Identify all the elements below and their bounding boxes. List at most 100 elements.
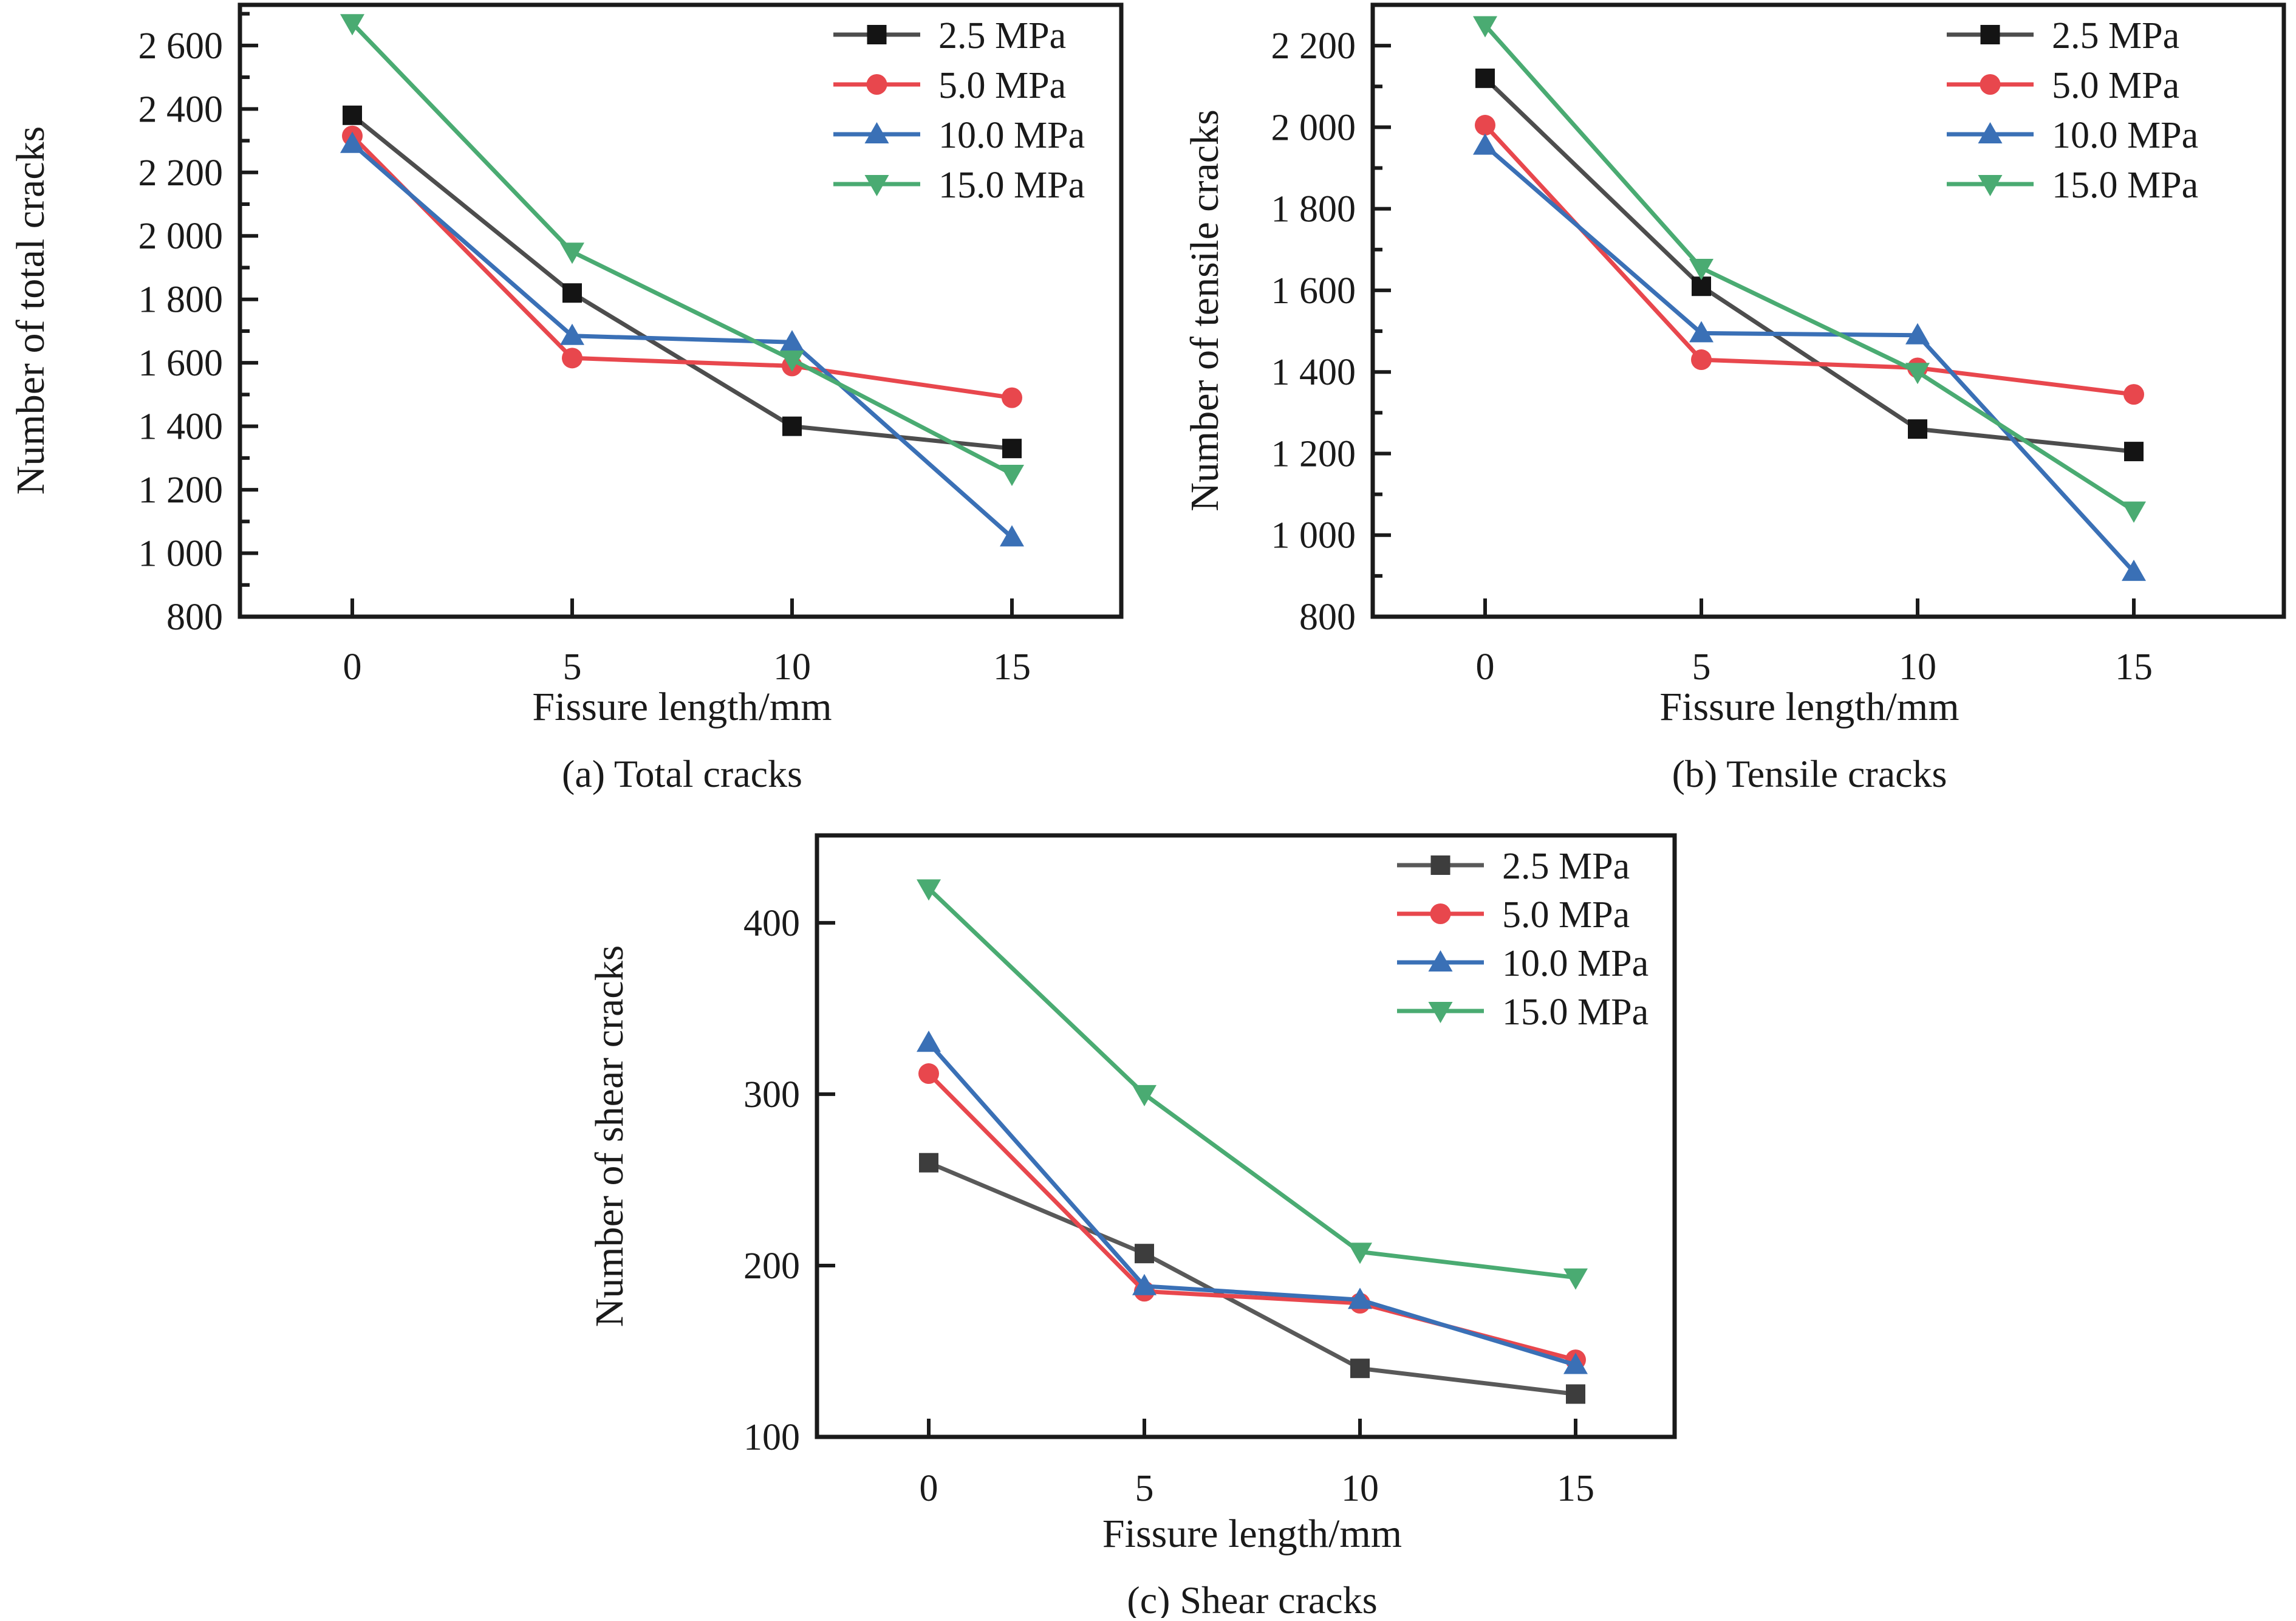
y-tick-label: 100 bbox=[743, 1417, 800, 1458]
data-point-marker bbox=[1563, 1352, 1588, 1374]
series-line bbox=[1483, 123, 2134, 397]
legend-marker bbox=[1978, 122, 2003, 143]
legend-marker bbox=[1430, 903, 1451, 924]
data-point-marker bbox=[1475, 115, 1495, 136]
legend: 2.5 MPa 5.0 MPa 10.0 MPa 15.0 MPa bbox=[1397, 846, 1649, 1033]
y-tick-label: 800 bbox=[166, 597, 223, 638]
plot-frame bbox=[237, 2, 1124, 619]
series-15.0mpa bbox=[917, 879, 1588, 1290]
legend-marker bbox=[1980, 74, 2001, 95]
data-point-marker bbox=[917, 1030, 941, 1052]
data-point-marker bbox=[1473, 133, 1497, 155]
y-tick-label: 2 000 bbox=[138, 216, 224, 257]
y-tick-label: 200 bbox=[743, 1246, 800, 1287]
y-axis: 100 200 300 400 bbox=[743, 903, 835, 1458]
series-line bbox=[1483, 143, 2136, 574]
x-tick-label: 5 bbox=[1692, 646, 1711, 688]
legend-marker bbox=[1430, 855, 1450, 875]
data-point-marker bbox=[1475, 68, 1495, 88]
legend-label: 2.5 MPa bbox=[2052, 15, 2179, 57]
legend-marker bbox=[864, 122, 889, 143]
legend-marker bbox=[1978, 175, 2003, 196]
data-point-marker bbox=[1691, 349, 1712, 371]
series-line bbox=[927, 1072, 1576, 1362]
y-axis-title: Number of total cracks bbox=[9, 126, 53, 495]
y-tick-label: 800 bbox=[1299, 597, 1356, 638]
series-5.0mpa bbox=[1475, 115, 2144, 405]
data-point-marker bbox=[780, 350, 804, 372]
x-tick-label: 10 bbox=[773, 646, 811, 688]
series-15.0mpa bbox=[340, 14, 1024, 486]
y-axis: 800 1 000 1 200 1 400 1 600 1 800 2 000 2 200 2 … bbox=[138, 12, 258, 638]
chart-total: 800 1 000 1 200 1 400 1 600 1 800 2 000 2 200 2 … bbox=[9, 2, 1124, 795]
y-tick-label: 400 bbox=[743, 903, 800, 944]
x-axis: 0 5 10 15 bbox=[920, 1419, 1594, 1509]
chart-shear: 100 200 300 400 0 5 10 15 2.5 MPa 5.0 MPa 10.0 MPa… bbox=[587, 833, 1677, 1621]
series-line bbox=[350, 114, 1013, 451]
y-tick-label: 2 600 bbox=[138, 26, 224, 67]
series-10.0mpa bbox=[340, 131, 1024, 547]
series-line bbox=[350, 134, 1013, 400]
series-line bbox=[350, 21, 1013, 476]
x-tick-label: 5 bbox=[563, 646, 582, 688]
y-tick-label: 1 200 bbox=[1271, 433, 1356, 475]
legend-marker bbox=[1428, 950, 1453, 972]
legend: 2.5 MPa 5.0 MPa 10.0 MPa 15.0 MPa bbox=[833, 15, 1085, 206]
x-tick-label: 15 bbox=[993, 646, 1031, 688]
x-tick-label: 15 bbox=[2115, 646, 2153, 688]
data-point-marker bbox=[2123, 384, 2144, 405]
series-line bbox=[350, 142, 1014, 540]
legend: 2.5 MPa 5.0 MPa 10.0 MPa 15.0 MPa bbox=[1947, 15, 2198, 206]
x-tick-label: 0 bbox=[920, 1468, 938, 1509]
data-point-marker bbox=[1132, 1085, 1157, 1106]
legend-label: 5.0 MPa bbox=[938, 65, 1066, 106]
legend-marker bbox=[864, 175, 889, 196]
data-point-marker bbox=[2122, 560, 2146, 581]
x-axis-title: Fissure length/mm bbox=[1659, 685, 1959, 729]
chart-caption: (a) Total cracks bbox=[562, 752, 802, 795]
series-15.0mpa bbox=[1473, 16, 2146, 523]
legend-label: 10.0 MPa bbox=[938, 115, 1085, 156]
data-point-marker bbox=[1689, 321, 1713, 343]
data-point-marker bbox=[919, 1153, 938, 1173]
data-point-marker bbox=[562, 283, 582, 303]
y-tick-label: 1 800 bbox=[138, 279, 224, 321]
data-point-marker bbox=[1348, 1242, 1372, 1264]
series-10.0mpa bbox=[917, 1030, 1588, 1374]
data-point-marker bbox=[562, 348, 583, 369]
plot-frame bbox=[815, 833, 1677, 1439]
data-point-marker bbox=[1908, 419, 1927, 439]
data-point-marker bbox=[2122, 501, 2146, 523]
y-axis-title: Number of tensile cracks bbox=[1183, 109, 1227, 512]
y-tick-label: 2 000 bbox=[1271, 107, 1356, 148]
legend-label: 5.0 MPa bbox=[2052, 65, 2179, 106]
x-tick-label: 15 bbox=[1557, 1468, 1594, 1509]
x-axis: 0 5 10 15 bbox=[1476, 598, 2153, 688]
series-line bbox=[928, 1160, 1576, 1396]
series-2.5mpa bbox=[343, 105, 1022, 459]
chart-caption: (c) Shear cracks bbox=[1127, 1578, 1377, 1618]
data-point-marker bbox=[340, 14, 364, 36]
data-point-marker bbox=[1563, 1268, 1588, 1290]
data-point-marker bbox=[340, 131, 364, 153]
chart-caption: (b) Tensile cracks bbox=[1672, 752, 1947, 795]
data-point-marker bbox=[1689, 259, 1713, 281]
series-2.5mpa bbox=[919, 1153, 1585, 1404]
data-point-marker bbox=[1905, 363, 1930, 385]
data-point-marker bbox=[560, 242, 584, 264]
legend-label: 15.0 MPa bbox=[2052, 165, 2198, 206]
data-point-marker bbox=[782, 416, 802, 436]
series-5.0mpa bbox=[918, 1063, 1586, 1371]
data-point-marker bbox=[1350, 1359, 1370, 1379]
y-tick-label: 2 200 bbox=[138, 153, 224, 194]
y-tick-label: 1 800 bbox=[1271, 189, 1356, 230]
data-point-marker bbox=[343, 105, 362, 125]
data-point-marker bbox=[2124, 442, 2144, 462]
series-line bbox=[1483, 24, 2135, 513]
y-tick-label: 1 200 bbox=[138, 470, 224, 511]
x-axis-title: Fissure length/mm bbox=[532, 685, 832, 729]
data-point-marker bbox=[1905, 323, 1930, 344]
y-tick-label: 2 200 bbox=[1271, 26, 1356, 67]
